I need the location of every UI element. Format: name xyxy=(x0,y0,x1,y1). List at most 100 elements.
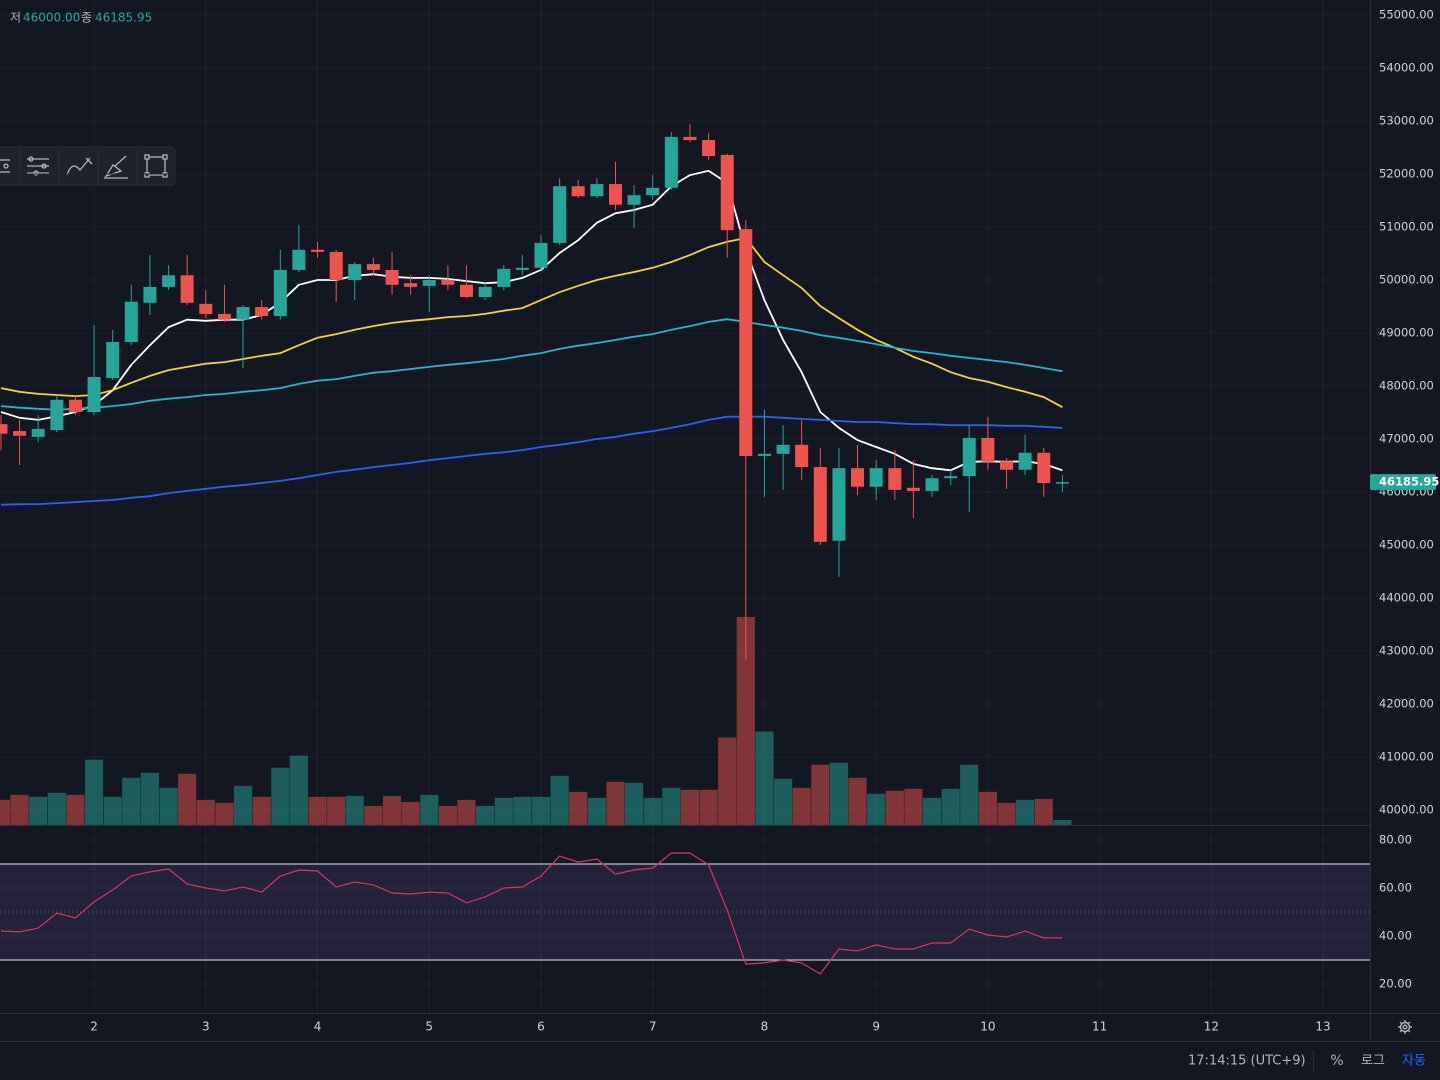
volume-bar xyxy=(848,777,867,825)
volume-bar xyxy=(550,775,569,825)
candle-body xyxy=(944,476,958,479)
volume-bar xyxy=(922,797,942,825)
y-tick-label: 52000.00 xyxy=(1379,166,1434,180)
candle-body xyxy=(683,136,697,141)
candle-body xyxy=(311,249,325,252)
volume-bar xyxy=(420,794,439,825)
rsi-pane xyxy=(0,852,1370,975)
y-tick-label: 47000.00 xyxy=(1379,432,1434,446)
x-tick-label: 5 xyxy=(425,1020,433,1034)
candle-body xyxy=(404,283,418,287)
moving-average xyxy=(0,415,1063,506)
volume-bar xyxy=(233,785,253,825)
tool-icon[interactable] xyxy=(27,156,49,176)
volume-bar xyxy=(997,802,1016,825)
ohlc-legend: 저 46000.00 종 46185.95 xyxy=(10,11,152,25)
volume-bar xyxy=(252,796,271,825)
volume-bar xyxy=(867,793,886,825)
volume-bar xyxy=(885,790,904,825)
settings-icon[interactable] xyxy=(1398,1020,1412,1034)
status-bar xyxy=(0,1041,1440,1080)
volume-bar xyxy=(382,795,402,825)
x-tick-label: 3 xyxy=(202,1020,210,1034)
volume-bar xyxy=(159,787,178,825)
price-tag xyxy=(1370,474,1436,491)
volume-bar xyxy=(531,796,551,825)
candle-body xyxy=(348,264,362,280)
x-tick-label: 4 xyxy=(314,1020,322,1034)
volume-bar xyxy=(196,799,215,825)
y-tick-label: 43000.00 xyxy=(1379,644,1434,658)
y-tick-label: 49000.00 xyxy=(1379,325,1434,339)
percent-button[interactable]: % xyxy=(1330,1053,1343,1069)
candle-body xyxy=(13,431,27,436)
volume-bar xyxy=(643,797,662,825)
volume-bar xyxy=(271,767,290,825)
y-tick-label: 45000.00 xyxy=(1379,538,1434,552)
candle-body xyxy=(757,453,771,456)
candle-body xyxy=(962,437,976,477)
volume-bar xyxy=(103,796,122,825)
volume-bar xyxy=(699,789,718,825)
toolbar-bg xyxy=(0,146,176,186)
y-tick-label: 40000.00 xyxy=(1379,803,1434,817)
volume xyxy=(0,617,1072,825)
x-tick-label: 2 xyxy=(90,1020,98,1034)
x-tick-label: 7 xyxy=(649,1020,657,1034)
candle-body xyxy=(906,487,920,491)
candle-body xyxy=(162,275,176,287)
volume-bar xyxy=(401,801,420,825)
volume-bar xyxy=(84,759,104,825)
candle-body xyxy=(366,264,380,270)
candle-body xyxy=(143,286,157,303)
volume-bar xyxy=(364,805,383,825)
candle-body xyxy=(813,467,827,542)
rsi-line xyxy=(0,852,1063,975)
candle-body xyxy=(31,428,45,437)
volume-bar xyxy=(457,799,476,825)
drawing-toolbar xyxy=(0,146,176,186)
candle-body xyxy=(478,286,492,297)
auto-button[interactable]: 자동 xyxy=(1402,1054,1426,1069)
y-tick-label: 42000.00 xyxy=(1379,697,1434,711)
y-tick-label: 50000.00 xyxy=(1379,272,1434,286)
y-tick-label: 48000.00 xyxy=(1379,378,1434,392)
candle-body xyxy=(776,444,790,454)
volume-bar xyxy=(662,787,681,825)
clock: 17:14:15 (UTC+9) xyxy=(1188,1054,1306,1069)
volume-bar xyxy=(1053,819,1072,825)
volume-bar xyxy=(941,788,960,825)
y-tick-label: 51000.00 xyxy=(1379,219,1434,233)
candle-body xyxy=(1018,452,1032,470)
candle-body xyxy=(106,342,120,379)
candle-body xyxy=(199,303,213,314)
tool-icon[interactable] xyxy=(144,154,168,178)
candle-body xyxy=(795,444,809,468)
y-tick-label: 20.00 xyxy=(1379,977,1412,991)
y-tick-label: 55000.00 xyxy=(1379,7,1434,21)
moving-average xyxy=(0,237,1063,408)
tool-icon[interactable] xyxy=(66,157,93,176)
tool-icon[interactable] xyxy=(0,159,10,173)
y-tick-label: 54000.00 xyxy=(1379,60,1434,74)
log-button[interactable]: 로그 xyxy=(1361,1054,1385,1069)
volume-bar xyxy=(978,791,997,825)
moving-average xyxy=(0,169,1063,472)
volume-bar xyxy=(215,802,234,825)
price-tag-label: 46185.95 xyxy=(1379,475,1439,489)
legend-label: 종 xyxy=(81,11,92,25)
candle-body xyxy=(180,275,194,303)
y-tick-label: 60.00 xyxy=(1379,881,1412,895)
candle-body xyxy=(236,307,250,320)
volume-bar xyxy=(178,773,197,825)
candle-body xyxy=(925,478,939,491)
axes: 40000.00 41000.00 42000.00 43000.00 44000.00… xyxy=(90,7,1439,1033)
volume-bar xyxy=(494,797,513,825)
candle-body xyxy=(255,307,269,317)
legend-value: 46000.00 xyxy=(23,11,80,25)
candle-body xyxy=(553,186,567,243)
candle-body xyxy=(571,186,585,197)
candle-body xyxy=(385,269,399,285)
volume-bar xyxy=(66,794,85,825)
